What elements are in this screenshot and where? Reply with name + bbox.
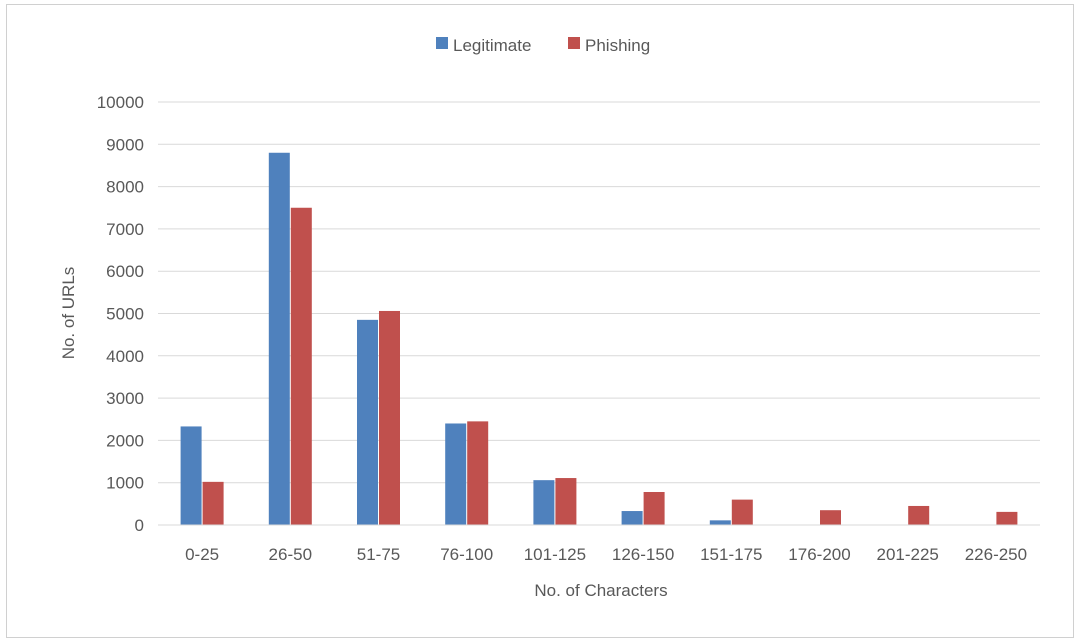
bar-phishing-26-50 [290,207,312,525]
bar-phishing-176-200 [820,510,841,525]
x-axis-title: No. of Characters [534,581,667,600]
legend-label-phishing: Phishing [585,36,650,55]
bar-legitimate-151-175 [709,520,731,525]
x-tick-label: 201-225 [877,545,939,564]
bar-legitimate-0-25 [180,426,202,525]
x-tick-label: 226-250 [965,545,1027,564]
x-tick-label: 176-200 [788,545,850,564]
bars [180,152,1018,525]
y-tick-label: 3000 [106,389,144,408]
bar-legitimate-126-150 [621,511,643,525]
gridlines [158,101,1040,484]
bar-phishing-126-150 [643,492,665,525]
x-tick-label: 51-75 [357,545,400,564]
x-tick-label: 26-50 [269,545,312,564]
bar-phishing-101-125 [555,478,577,525]
bar-legitimate-26-50 [268,152,290,525]
bar-phishing-226-250 [996,511,1018,525]
x-axis-ticks: 0-25 26-50 51-75 76-100 101-125 126-150 151-17… [185,545,1027,564]
bar-phishing-0-25 [202,481,224,525]
y-tick-label: 6000 [106,262,144,281]
y-tick-label: 2000 [106,431,144,450]
legend-label-legitimate: Legitimate [453,36,531,55]
y-tick-label: 1000 [106,474,144,493]
legend-swatch-phishing [568,37,580,49]
bar-phishing-201-225 [908,505,930,525]
y-tick-label: 10000 [97,93,144,112]
bar-legitimate-76-100 [445,423,467,525]
legend-swatch-legitimate [436,37,448,49]
x-tick-label: 126-150 [612,545,674,564]
y-axis-title: No. of URLs [59,267,78,360]
x-tick-label: 76-100 [440,545,493,564]
y-axis-ticks: 0 1000 2000 3000 4000 5000 6000 7000 8000 9000 100… [97,93,144,535]
y-tick-label: 8000 [106,178,144,197]
bar-phishing-51-75 [379,310,400,525]
y-tick-label: 7000 [106,220,144,239]
y-tick-label: 9000 [106,135,144,154]
bar-legitimate-101-125 [533,480,555,525]
legend: Legitimate Phishing [436,36,650,55]
x-tick-label: 0-25 [185,545,219,564]
y-tick-label: 0 [135,516,144,535]
y-tick-label: 5000 [106,305,144,324]
bar-phishing-76-100 [467,421,489,525]
bar-phishing-151-175 [731,499,753,525]
bar-legitimate-51-75 [357,319,378,525]
y-tick-label: 4000 [106,347,144,366]
chart-frame [6,4,1074,638]
x-tick-label: 101-125 [524,545,586,564]
x-tick-label: 151-175 [700,545,762,564]
